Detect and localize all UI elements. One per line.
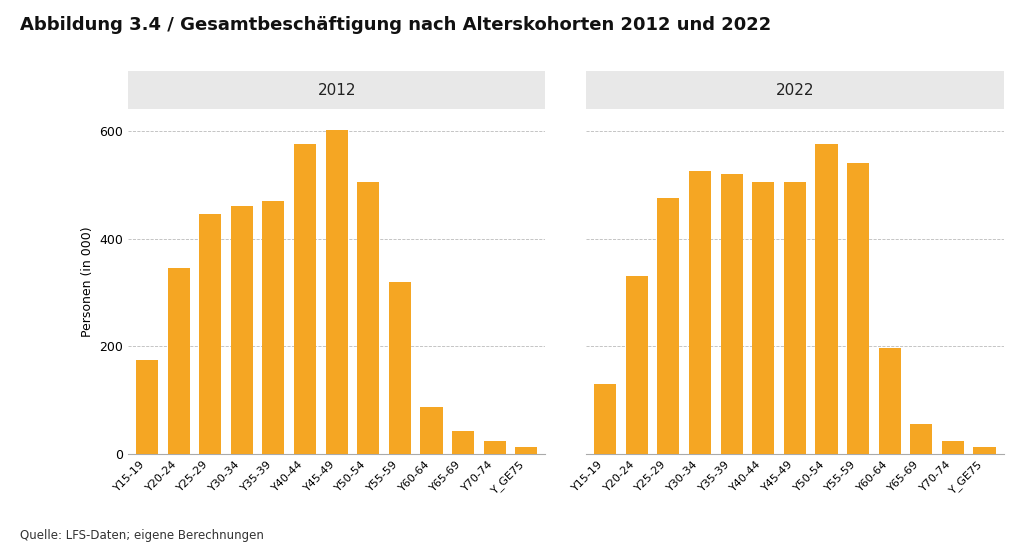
Bar — [262, 201, 285, 454]
Bar — [879, 348, 901, 454]
Bar — [168, 268, 189, 454]
Text: 2022: 2022 — [775, 83, 814, 98]
Text: Abbildung 3.4 / Gesamtbeschäftigung nach Alterskohorten 2012 und 2022: Abbildung 3.4 / Gesamtbeschäftigung nach… — [20, 16, 772, 34]
Bar — [357, 182, 379, 454]
Bar — [753, 182, 774, 454]
Bar — [626, 276, 648, 454]
Bar — [594, 384, 616, 454]
Bar — [942, 440, 964, 454]
Bar — [389, 282, 411, 454]
Y-axis label: Personen (in 000): Personen (in 000) — [81, 226, 94, 337]
Bar — [452, 431, 474, 454]
Bar — [847, 163, 869, 454]
Bar — [974, 447, 995, 454]
Bar — [657, 198, 680, 454]
Bar — [294, 144, 316, 454]
Text: Quelle: LFS-Daten; eigene Berechnungen: Quelle: LFS-Daten; eigene Berechnungen — [20, 528, 264, 542]
Bar — [136, 360, 158, 454]
Bar — [421, 406, 442, 454]
Bar — [783, 182, 806, 454]
Bar — [815, 144, 838, 454]
Bar — [326, 130, 348, 454]
Bar — [230, 206, 253, 454]
Bar — [689, 171, 711, 454]
Bar — [910, 424, 933, 454]
Bar — [515, 447, 538, 454]
Text: 2012: 2012 — [317, 83, 356, 98]
Bar — [483, 440, 506, 454]
Bar — [199, 214, 221, 454]
Bar — [721, 174, 742, 454]
